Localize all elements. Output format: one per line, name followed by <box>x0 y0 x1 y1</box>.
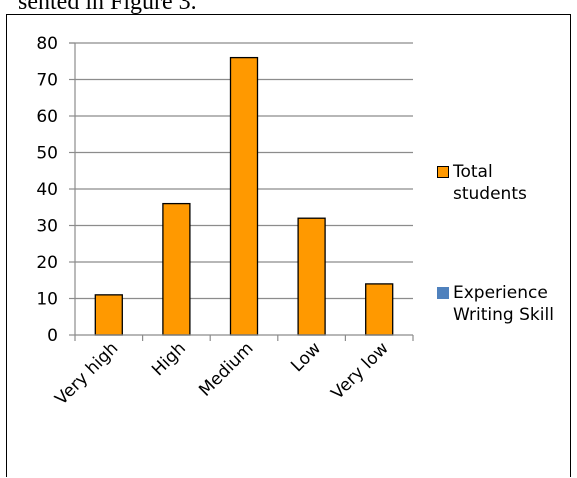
bar-chart: 0 10 20 30 40 50 60 70 80 Very high High Medium Low V… <box>36 34 414 409</box>
y-tick-label: 60 <box>36 107 58 127</box>
y-tick-label: 80 <box>36 34 58 54</box>
legend-label-total-students: Total students <box>453 162 527 204</box>
chart-legend: Total students Experience Writing Skill <box>437 15 577 415</box>
legend-item-experience-writing-skill: Experience Writing Skill <box>437 282 565 326</box>
y-tick-label: 20 <box>36 253 58 273</box>
bar <box>162 202 191 336</box>
y-tick-label: 70 <box>36 71 58 91</box>
bar <box>365 283 394 336</box>
chart-frame: 0 10 20 30 40 50 60 70 80 Very high High Medium Low V… <box>6 14 571 477</box>
y-tick-label: 0 <box>47 326 58 346</box>
x-tick-label: Very high <box>51 338 122 409</box>
legend-item-total-students: Total students <box>437 161 565 205</box>
bar <box>229 56 259 336</box>
x-tick-label: Medium <box>195 338 257 400</box>
legend-swatch-experience-writing-skill <box>437 287 449 299</box>
legend-label-experience-writing-skill: Experience Writing Skill <box>453 283 554 325</box>
bar <box>94 294 123 336</box>
x-tick-label: High <box>148 338 190 380</box>
y-tick-label: 10 <box>36 290 58 310</box>
page-text-fragment: sented in Figure 3. <box>18 0 197 15</box>
bar <box>297 217 326 336</box>
x-tick-label: Low <box>287 338 325 376</box>
y-tick-label: 30 <box>36 217 58 237</box>
y-tick-label: 40 <box>36 180 58 200</box>
legend-swatch-total-students <box>437 166 449 178</box>
y-tick-label: 50 <box>36 144 58 164</box>
x-tick-label: Very low <box>328 338 393 403</box>
